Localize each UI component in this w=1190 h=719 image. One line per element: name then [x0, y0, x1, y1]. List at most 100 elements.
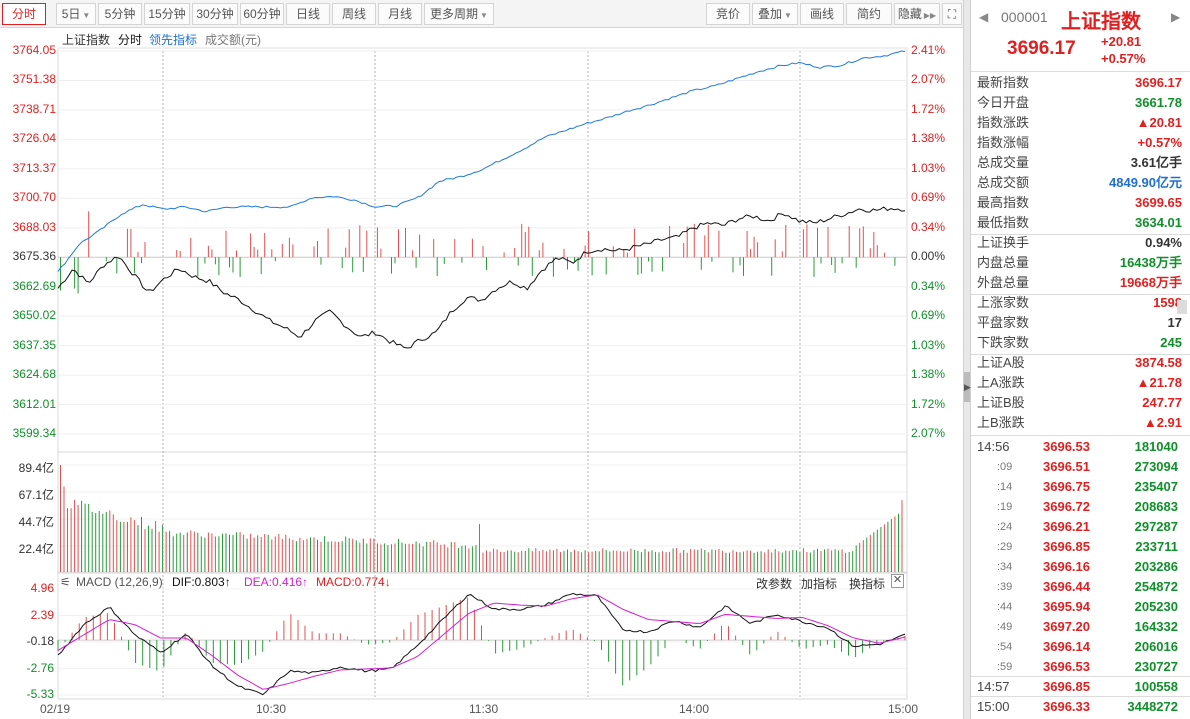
- tick-time: :19: [997, 501, 1013, 513]
- percent-tick-label: 1.03%: [911, 337, 946, 352]
- macd-params-button[interactable]: 改参数: [756, 577, 793, 591]
- volume-bar: [313, 537, 315, 572]
- intraday-chart[interactable]: [0, 0, 963, 719]
- close-icon[interactable]: ✕: [891, 574, 904, 588]
- price-volume-bar: [855, 257, 857, 268]
- volume-bar: [186, 532, 188, 572]
- volume-bar: [250, 533, 252, 572]
- price-volume-bar: [204, 257, 206, 264]
- volume-bar: [528, 548, 530, 572]
- volume-bar: [267, 534, 269, 572]
- volume-bar: [67, 508, 68, 572]
- chart-border: [57, 47, 908, 573]
- volume-bar: [440, 544, 442, 572]
- price-volume-bar: [623, 249, 625, 258]
- stat-label: 总成交额: [977, 175, 1030, 190]
- stat-label: 指数涨幅: [977, 135, 1030, 150]
- volume-bar: [471, 546, 473, 572]
- prev-arrow-icon[interactable]: ◀: [979, 10, 989, 24]
- volume-bar: [454, 542, 456, 572]
- volume-bar: [288, 538, 290, 572]
- volume-bar: [232, 534, 234, 572]
- tick-time: :34: [997, 561, 1013, 573]
- volume-bar: [225, 533, 227, 572]
- overlay-button[interactable]: 叠加 ▼: [752, 3, 798, 25]
- percent-tick-label: 0.34%: [911, 219, 946, 234]
- volume-bar: [214, 536, 216, 572]
- volume-bar: [324, 536, 326, 572]
- tick-volume: 100558: [1134, 679, 1178, 694]
- volume-bar: [841, 549, 843, 572]
- tab-monthly[interactable]: 月线: [378, 3, 422, 25]
- tab-intraday[interactable]: 分时: [2, 3, 46, 25]
- divider: [971, 294, 1190, 295]
- expand-icon[interactable]: ⛶: [942, 3, 962, 25]
- volume-bar: [457, 547, 459, 572]
- price-volume-bar: [831, 257, 833, 265]
- scrollbar-thumb[interactable]: [1177, 300, 1187, 314]
- tick-time: :49: [997, 621, 1013, 633]
- price-volume-bar: [711, 257, 713, 262]
- volume-bar: [859, 542, 861, 572]
- tick-time: 14:57: [977, 679, 1010, 694]
- time-tick-label: 14:00: [679, 702, 710, 716]
- volume-bar: [778, 551, 780, 572]
- volume-bar: [598, 551, 600, 572]
- volume-bar: [257, 535, 259, 572]
- price-tick-label: 3738.71: [12, 101, 56, 116]
- volume-bar: [274, 536, 276, 572]
- stat-label: 最新指数: [977, 75, 1030, 90]
- next-arrow-icon[interactable]: ▶: [1171, 10, 1181, 24]
- volume-bar: [792, 550, 794, 572]
- price-change: +20.81: [1101, 34, 1142, 49]
- volume-bar: [648, 551, 649, 572]
- macd-title: MACD (12,26,9): [76, 575, 163, 589]
- volume-bar: [70, 508, 72, 572]
- tab-5day[interactable]: 5日 ▼: [56, 3, 96, 25]
- price-volume-bar: [405, 228, 406, 258]
- volume-bar: [820, 550, 822, 572]
- tab-5min[interactable]: 5分钟: [98, 3, 142, 25]
- price-volume-bar: [700, 257, 702, 270]
- panel-divider[interactable]: [963, 0, 971, 719]
- stat-row: 总成交量 3.61亿手: [971, 153, 1190, 173]
- draw-line-button[interactable]: 画线: [800, 3, 844, 25]
- volume-bar: [788, 551, 790, 572]
- divider: [971, 676, 1190, 677]
- volume-bar: [609, 551, 611, 572]
- volume-bar: [760, 551, 762, 572]
- volume-bar: [542, 549, 544, 572]
- legend-leading[interactable]: 领先指标: [149, 33, 198, 47]
- macd-tool-icon[interactable]: ⚟: [60, 575, 71, 589]
- tab-weekly[interactable]: 周线: [332, 3, 376, 25]
- price-volume-bar: [288, 237, 290, 258]
- switch-indicator-button[interactable]: 换指标: [849, 577, 886, 591]
- volume-bar: [535, 548, 537, 572]
- tick-row: :44 3695.94 205230: [971, 597, 1190, 617]
- volume-bar: [415, 541, 417, 572]
- simple-button[interactable]: 简约: [846, 3, 892, 25]
- stat-row: 今日开盘 3661.78: [971, 93, 1190, 113]
- tick-time: :59: [997, 661, 1013, 673]
- collapse-panel-icon[interactable]: ▶: [964, 372, 971, 402]
- tab-30min[interactable]: 30分钟: [192, 3, 238, 25]
- tab-15min[interactable]: 15分钟: [144, 3, 190, 25]
- legend-mode: 分时: [118, 33, 143, 47]
- auction-button[interactable]: 竞价: [706, 3, 750, 25]
- volume-bar: [236, 532, 237, 572]
- volume-bar: [119, 521, 121, 572]
- price-tick-label: 3688.03: [12, 219, 56, 234]
- stat-value: 247.77: [1142, 395, 1182, 410]
- price-volume-bar: [820, 257, 822, 264]
- hide-button[interactable]: 隐藏 ▶▶: [894, 3, 940, 25]
- tab-60min[interactable]: 60分钟: [240, 3, 284, 25]
- tab-daily[interactable]: 日线: [286, 3, 330, 25]
- tick-price: 3697.20: [1043, 619, 1090, 634]
- macd-bars: [57, 597, 907, 686]
- add-indicator-button[interactable]: 加指标: [801, 577, 838, 591]
- stat-label: 下跌家数: [977, 335, 1030, 350]
- price-volume-bar: [274, 257, 276, 262]
- macd-tick-label: 2.39: [30, 607, 54, 622]
- tab-more-periods[interactable]: 更多周期 ▼: [424, 3, 494, 25]
- stat-value: 3.61亿手: [1130, 155, 1182, 170]
